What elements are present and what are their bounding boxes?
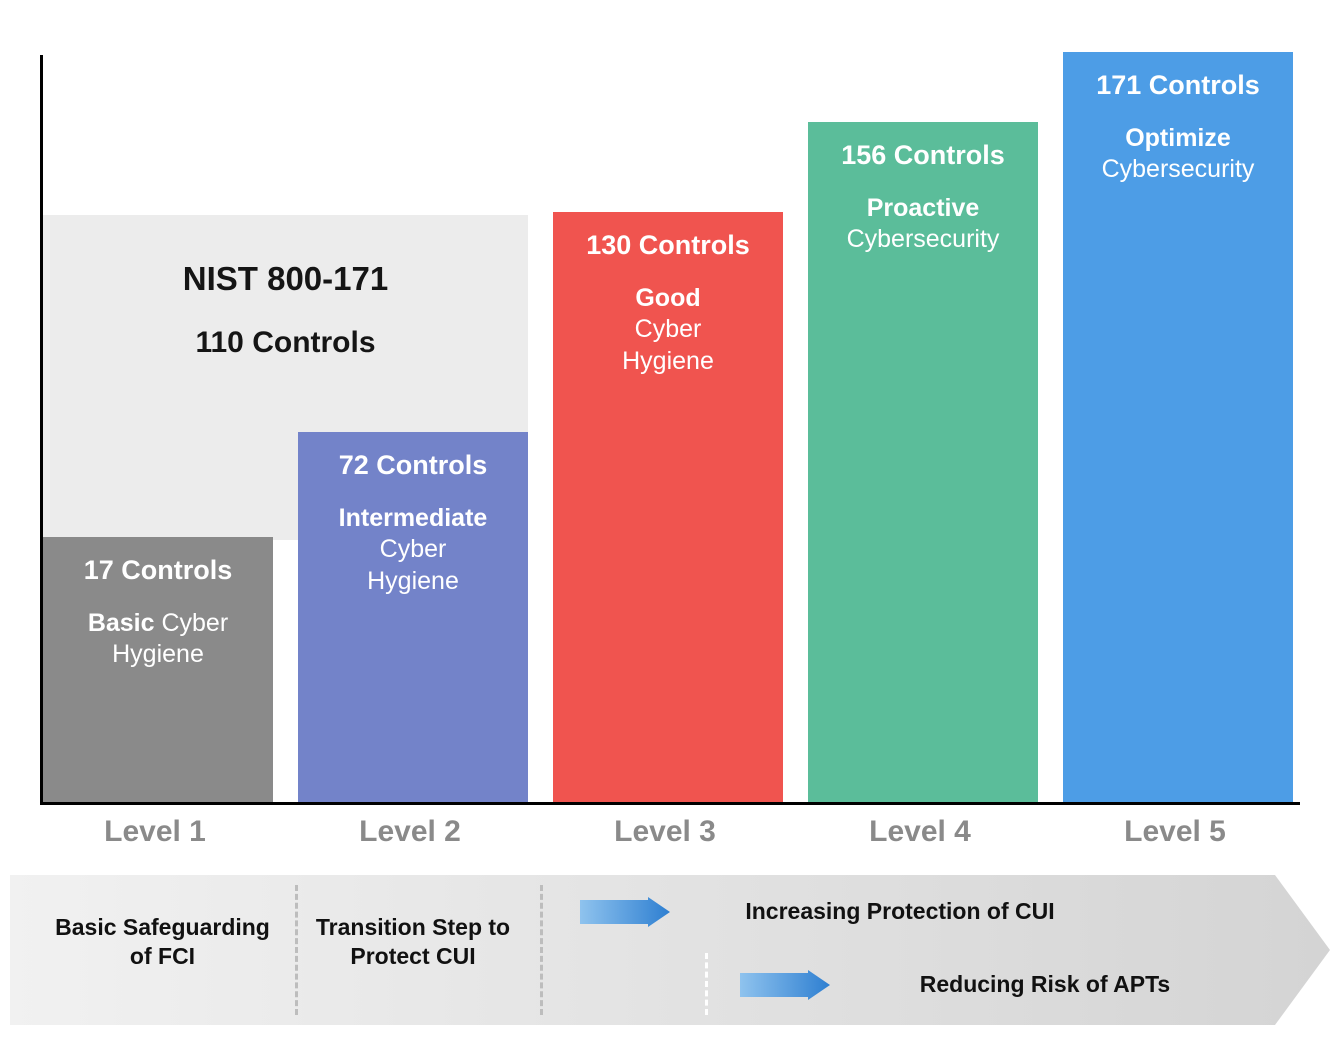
bar-description: OptimizeCybersecurity xyxy=(1063,123,1293,186)
progress-arrow-band: Basic Safeguarding of FCI Transition Step… xyxy=(10,875,1330,1025)
bar-controls-label: 171 Controls xyxy=(1063,70,1293,101)
bar-controls-label: 72 Controls xyxy=(298,450,528,481)
bar-controls-label: 156 Controls xyxy=(808,140,1038,171)
level-label-5: Level 5 xyxy=(1060,815,1290,849)
levels-row: Level 1 Level 2 Level 3 Level 4 Level 5 xyxy=(40,815,1300,865)
mini-arrow-apt xyxy=(740,970,830,1000)
level-label-4: Level 4 xyxy=(805,815,1035,849)
bar-controls-label: 130 Controls xyxy=(553,230,783,261)
bar-description: GoodCyberHygiene xyxy=(553,283,783,377)
band-text-transition: Transition Step to Protect CUI xyxy=(298,913,528,971)
bar-level-4: 156 Controls ProactiveCybersecurity xyxy=(808,122,1038,802)
band-divider xyxy=(540,885,543,1015)
bar-level-1: 17 Controls Basic CyberHygiene xyxy=(43,537,273,802)
level-label-3: Level 3 xyxy=(550,815,780,849)
chart-area: NIST 800-171 110 Controls 17 Controls Bas… xyxy=(40,55,1300,805)
nist-subtitle: 110 Controls xyxy=(43,326,528,360)
bar-controls-label: 17 Controls xyxy=(43,555,273,586)
bar-description: Basic CyberHygiene xyxy=(43,608,273,671)
bar-level-2: 72 Controls IntermediateCyberHygiene xyxy=(298,432,528,802)
mini-arrow-cui xyxy=(580,897,670,927)
band-text-apt: Reducing Risk of APTs xyxy=(870,970,1220,999)
band-text-cui: Increasing Protection of CUI xyxy=(700,897,1100,926)
band-text-fci: Basic Safeguarding of FCI xyxy=(55,913,270,971)
bar-level-5: 171 Controls OptimizeCybersecurity xyxy=(1063,52,1293,802)
level-label-1: Level 1 xyxy=(40,815,270,849)
bar-description: ProactiveCybersecurity xyxy=(808,193,1038,256)
level-label-2: Level 2 xyxy=(295,815,525,849)
bar-level-3: 130 Controls GoodCyberHygiene xyxy=(553,212,783,802)
band-sub-divider xyxy=(705,953,708,1015)
nist-title: NIST 800-171 xyxy=(43,260,528,298)
bar-description: IntermediateCyberHygiene xyxy=(298,503,528,597)
